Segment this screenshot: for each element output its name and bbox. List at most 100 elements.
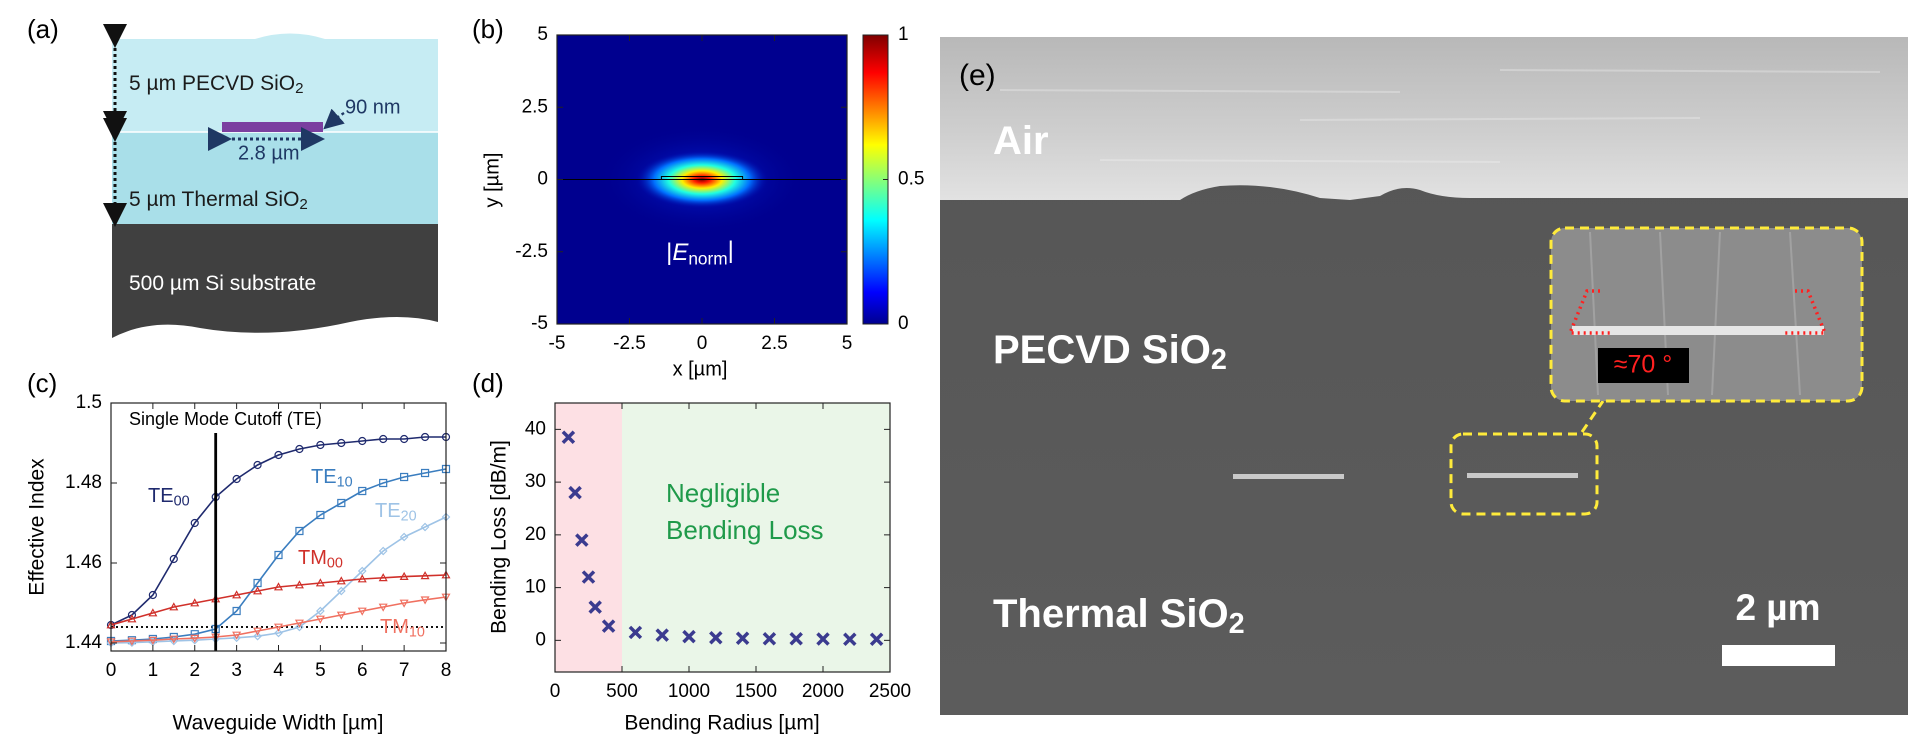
series-line (110, 596, 447, 643)
marker (315, 578, 325, 587)
marker (127, 637, 137, 646)
layer-label-part: 5 µm Thermal SiO (129, 188, 299, 211)
scale-bar-label: 2 µm (1735, 587, 1820, 628)
panel-label: (c) (27, 368, 57, 398)
y-tick-label: 40 (525, 418, 546, 439)
series-label-part: TE (375, 500, 401, 522)
layer-label: 5 µm PECVD SiO2 (129, 72, 304, 97)
marker (379, 478, 388, 488)
marker (337, 438, 346, 448)
series-label: TE20 (375, 500, 417, 524)
x-tick-label: 1000 (668, 681, 710, 702)
x-tick-label: 1500 (735, 681, 777, 702)
layer-label-part: 2 (295, 80, 303, 97)
x-tick-label: 8 (441, 660, 452, 681)
marker (169, 602, 179, 611)
panel-label: (a) (27, 14, 59, 44)
y-tick-label: 5 (537, 24, 548, 45)
point (628, 625, 643, 640)
y-tick-label: 1.5 (76, 392, 102, 413)
series-line (110, 516, 447, 644)
cutoff-label: Single Mode Cutoff (TE) (129, 409, 322, 429)
marker (253, 627, 263, 636)
point (735, 631, 750, 645)
marker (337, 498, 346, 508)
inset-border (1549, 226, 1864, 403)
panel-label: (b) (472, 14, 504, 44)
sem-label-part: 2 (1211, 344, 1227, 376)
y-tick-label: 1.46 (65, 552, 102, 573)
x-tick-label: 2000 (802, 681, 844, 702)
marker (148, 636, 158, 645)
marker (190, 634, 200, 643)
marker (274, 550, 283, 560)
point (568, 485, 582, 500)
axes-box (554, 402, 891, 673)
series-label-part: 00 (174, 493, 190, 509)
series-label-part: TE (311, 466, 337, 488)
series-line (110, 436, 446, 626)
point (655, 628, 669, 642)
y-tick-label: 2.5 (522, 96, 548, 117)
waveguide-cross-section (1233, 474, 1344, 479)
annotation: Negligible (666, 478, 780, 508)
zoom-box (1449, 432, 1599, 516)
marker (399, 532, 409, 542)
marker (273, 623, 284, 632)
y-tick-label: 0 (535, 629, 546, 650)
sidewall-outline (1783, 289, 1828, 335)
sem-label-part: PECVD SiO (993, 328, 1211, 372)
sem-label-part: Air (993, 119, 1049, 163)
substrate-layer (112, 224, 438, 338)
height-label: 90 nm (345, 96, 401, 118)
marker (127, 614, 137, 623)
marker (190, 598, 200, 607)
layer-label-part: 500 µm Si substrate (129, 272, 316, 295)
marker (400, 434, 409, 444)
x-tick-label: 7 (399, 660, 410, 681)
scale-bar (1722, 645, 1835, 666)
marker (274, 628, 283, 638)
panel-label: (d) (472, 368, 504, 398)
y-tick-label: 0 (537, 169, 548, 190)
x-tick-label: 6 (357, 660, 368, 681)
layer-label: 5 µm Thermal SiO2 (129, 188, 308, 213)
y-tick-label: -5 (531, 313, 548, 334)
axes-box (110, 402, 447, 652)
marker (358, 436, 367, 446)
angle-label: ≈70 ° (1614, 351, 1672, 379)
x-tick-label: 2500 (869, 681, 911, 702)
sem-label: PECVD SiO2 (993, 328, 1227, 376)
point (588, 600, 602, 614)
annotation: Bending Loss (666, 515, 824, 545)
marker (441, 464, 451, 474)
marker (336, 611, 346, 620)
point (575, 533, 589, 547)
sem-image: ≈70 ° 2 µm (940, 37, 1908, 715)
marker (294, 619, 304, 628)
marker (295, 622, 304, 632)
marker (169, 635, 179, 644)
point (789, 632, 803, 646)
field-label: |Enorm| (666, 237, 734, 268)
series-label: TE00 (148, 485, 190, 509)
height-arrow (323, 108, 345, 130)
inset-waveguide (1572, 326, 1824, 335)
series-label-part: 10 (337, 474, 353, 490)
y-tick-label: 1.44 (65, 632, 102, 653)
colorbar-tick-label: 0.5 (898, 169, 924, 190)
field-label-part: norm (688, 248, 727, 268)
x-tick-label: 4 (273, 660, 284, 681)
series-label-part: TM (298, 547, 327, 569)
marker (420, 596, 430, 605)
marker (253, 631, 262, 641)
x-tick-label: 0 (550, 681, 561, 702)
point (709, 630, 723, 645)
series-label-part: 00 (327, 555, 343, 571)
point (816, 632, 830, 646)
marker (378, 603, 388, 612)
schematic (103, 24, 438, 338)
x-tick-label: -5 (549, 333, 566, 354)
y-tick-label: 20 (525, 524, 546, 545)
